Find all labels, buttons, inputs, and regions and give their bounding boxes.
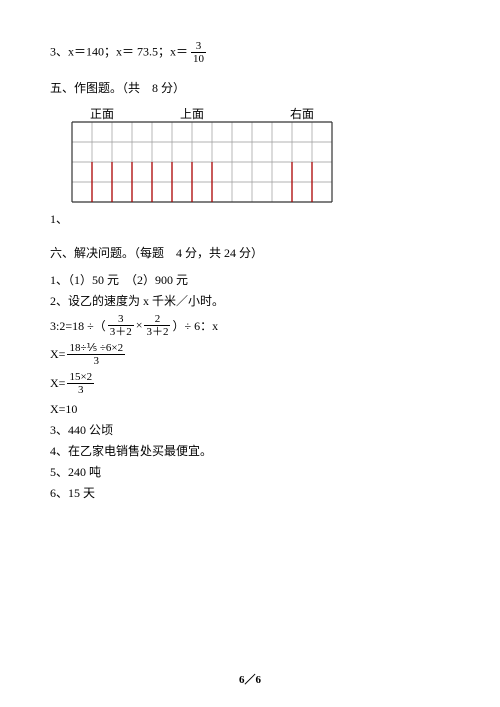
s6-eq2: X= 18÷⅕ ÷6×2 3: [50, 342, 450, 367]
svg-text:正面: 正面: [90, 107, 114, 121]
eq1-frac1: 3 3＋2: [108, 313, 134, 338]
s6-item-3: 3、440 公顷: [50, 421, 450, 439]
svg-text:右面: 右面: [290, 106, 314, 121]
page-number: 6／6: [0, 671, 500, 687]
s6-item-2: 2、设乙的速度为 x 千米／小时。: [50, 292, 450, 310]
section-6-title: 六、解决问题。（每题 4 分，共 24 分）: [50, 244, 450, 263]
s6-item-6: 6、15 天: [50, 484, 450, 502]
s6-item-5: 5、240 吨: [50, 463, 450, 481]
s6-eq1: 3:2=18 ÷（ 3 3＋2 × 2 3＋2 ）÷ 6：x: [50, 313, 450, 338]
s6-item-1: 1、（1）50 元 （2）900 元: [50, 271, 450, 289]
grid-diagram: 正面 上面 右面: [70, 106, 450, 206]
eq1-mid: ×: [136, 318, 143, 333]
q3-text: 3、x＝140；x＝ 73.5；x＝: [50, 44, 188, 58]
grid-svg: 正面 上面 右面: [70, 106, 334, 206]
eq1-right: ）÷ 6：x: [172, 317, 218, 334]
eq1-frac2: 2 3＋2: [144, 313, 170, 338]
eq2-prefix: X=: [50, 347, 65, 362]
q3-frac-den: 10: [191, 53, 206, 65]
question-3: 3、x＝140；x＝ 73.5；x＝ 3 10: [50, 40, 450, 65]
svg-text:上面: 上面: [180, 107, 204, 121]
s6-eq4: X=10: [50, 400, 450, 418]
eq3-prefix: X=: [50, 376, 65, 391]
q3-fraction: 3 10: [191, 40, 206, 65]
section-5-title: 五、作图题。（共 8 分）: [50, 79, 450, 98]
eq2-frac: 18÷⅕ ÷6×2 3: [67, 342, 125, 367]
eq1-left: 3:2=18 ÷（: [50, 317, 106, 334]
section-5-item-1: 1、: [50, 210, 450, 229]
s6-item-4: 4、在乙家电销售处买最便宜。: [50, 442, 450, 460]
eq3-frac: 15×2 3: [67, 371, 94, 396]
s6-eq3: X= 15×2 3: [50, 371, 450, 396]
q3-frac-num: 3: [191, 40, 206, 53]
